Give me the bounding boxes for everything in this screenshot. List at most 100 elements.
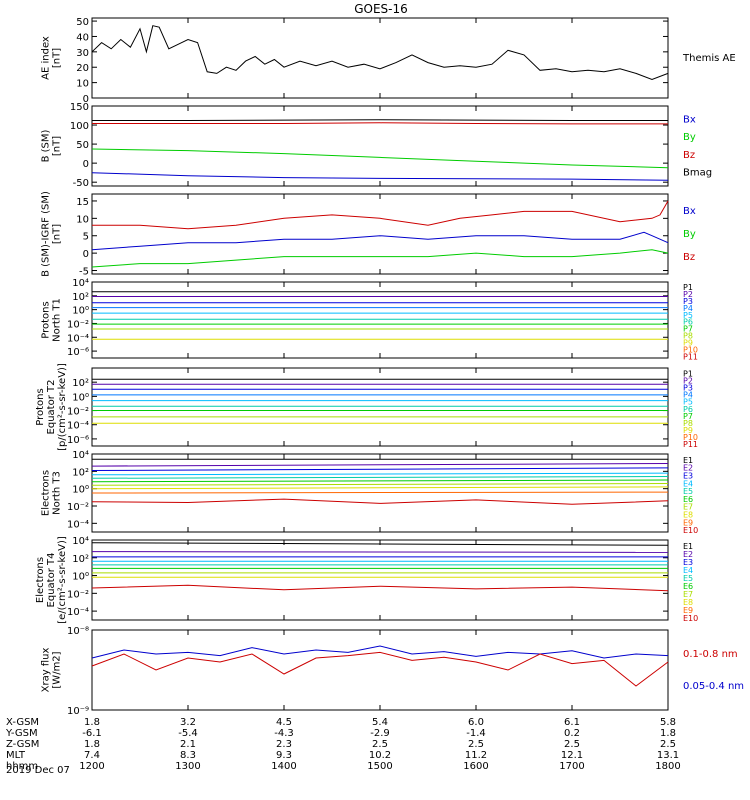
y-tick-label: 10⁻⁴: [67, 519, 89, 530]
series-line: [91, 479, 669, 483]
legend-label: P7: [683, 325, 693, 334]
y-tick-label: 10⁻²: [67, 502, 89, 513]
y-axis-label: AE index: [41, 36, 52, 80]
ephemeris-value: 2.1: [180, 739, 196, 750]
panel-2: -50 0 50 100 150 B (SM) [nT] Bx By Bz Bmag: [41, 102, 713, 189]
y-axis-label: [nT]: [52, 136, 63, 156]
y-axis-label: Equator T4: [46, 553, 57, 608]
legend-label: E1: [683, 456, 693, 465]
y-tick-label: 5: [83, 232, 89, 243]
legend-label: P1: [683, 283, 693, 292]
legend-label: E8: [683, 510, 693, 519]
legend-label: E7: [683, 590, 693, 599]
legend-label: E10: [683, 526, 698, 535]
series-line: [91, 645, 669, 659]
legend-label: E3: [683, 558, 693, 567]
x-tick-label: 1600: [463, 761, 488, 772]
panel-6: 10⁻⁴ 10⁻² 10⁰ 10² 10⁴ Electrons North T3 E1E2E3…: [41, 450, 699, 535]
legend-label: P6: [683, 405, 693, 414]
panel-4: 10⁻⁶ 10⁻⁴ 10⁻² 10⁰ 10² 10⁴ Protons North T1 P1P2…: [41, 278, 699, 361]
series-line: [91, 231, 669, 251]
legend-label: P2: [683, 376, 693, 385]
y-tick-label: 10²: [72, 467, 89, 478]
y-tick-label: 10⁰: [72, 485, 89, 496]
x-tick-label: 1200: [79, 761, 104, 772]
y-tick-label: 15: [76, 197, 89, 208]
y-axis-label: [p/(cm²-s-sr-keV)]: [57, 363, 68, 451]
y-tick-label: -5: [79, 267, 89, 278]
panel-8: 10⁻⁹ 10⁻⁸ Xray flux [W/m2] 0.1-0.8 nm 0.05-0.…: [41, 626, 745, 717]
legend-label: E9: [683, 606, 693, 615]
legend-label: E4: [683, 566, 693, 575]
y-tick-label: 100: [70, 121, 89, 132]
legend-label: 0.1-0.8 nm: [683, 649, 738, 660]
series-line: [91, 483, 669, 486]
ephemeris-value: 4.5: [276, 717, 292, 728]
ephemeris-row-label: MLT: [6, 750, 26, 761]
legend-label: 0.05-0.4 nm: [683, 681, 744, 692]
panel-frame: [91, 17, 669, 99]
y-axis-label: [nT]: [52, 48, 63, 68]
legend-label: E7: [683, 503, 693, 512]
y-axis-label: [e/(cm²-s-sr-keV)]: [57, 536, 68, 624]
panel-frame: [91, 193, 669, 275]
y-tick-label: 50: [76, 17, 89, 28]
legend-label: By: [683, 229, 696, 240]
legend-label: P6: [683, 318, 693, 327]
y-axis-label: Xray flux: [41, 648, 52, 693]
y-tick-label: 150: [70, 102, 89, 113]
y-tick-label: 10⁰: [72, 392, 89, 403]
series-line: [92, 122, 668, 125]
y-tick-label: 20: [76, 63, 89, 74]
ephemeris-value: -5.4: [178, 728, 198, 739]
y-tick-label: 10⁻⁶: [67, 435, 89, 446]
series-line: [91, 25, 669, 81]
y-axis-label: Protons: [35, 388, 46, 425]
ephemeris-value: 5.4: [372, 717, 388, 728]
ephemeris-value: 3.2: [180, 717, 196, 728]
x-tick-label: 1500: [367, 761, 392, 772]
y-tick-label: 10⁻⁴: [67, 333, 89, 344]
panel-5: 10⁻⁶ 10⁻⁴ 10⁻² 10⁰ 10² Protons Equator T2 [p/(c…: [35, 363, 698, 451]
legend-label: E6: [683, 582, 693, 591]
legend-label: P9: [683, 426, 693, 435]
y-tick-label: 40: [76, 32, 89, 43]
panel-frame: [91, 281, 669, 359]
ephemeris-value: 6.0: [468, 717, 484, 728]
series-line: [92, 200, 669, 230]
legend-label: E6: [683, 495, 693, 504]
legend-label: Bx: [683, 114, 696, 125]
panel-frame: [91, 629, 669, 711]
date-label: 2019 Dec 07: [6, 765, 70, 776]
ephemeris-row-label: Z-GSM: [6, 739, 39, 750]
x-tick-label: 1400: [271, 761, 296, 772]
series-line: [91, 463, 669, 467]
series-line: [91, 584, 669, 592]
legend-label: P10: [683, 345, 698, 354]
y-tick-label: 10: [76, 214, 89, 225]
series-line: [91, 498, 669, 505]
y-axis-label: B (SM)-IGRF (SM): [41, 191, 52, 277]
y-tick-label: 30: [76, 48, 89, 59]
y-tick-label: 0: [83, 94, 89, 105]
legend-label: E1: [683, 542, 693, 551]
y-tick-label: 10⁰: [72, 572, 89, 583]
y-tick-label: 10⁴: [72, 450, 89, 461]
ephemeris-value: 12.1: [561, 750, 583, 761]
legend-label: P8: [683, 332, 693, 341]
ephemeris-value: -1.4: [466, 728, 486, 739]
ephemeris-value: 2.5: [372, 739, 388, 750]
y-tick-label: 10⁻²: [67, 407, 89, 418]
legend-label: E5: [683, 574, 693, 583]
legend-label: P4: [683, 304, 693, 313]
legend-label: E5: [683, 487, 693, 496]
x-tick-label: 1300: [175, 761, 200, 772]
ephemeris-row-label: hhmm: [6, 761, 38, 772]
ephemeris-value: -6.1: [82, 728, 102, 739]
legend-label: P5: [683, 398, 693, 407]
y-axis-label: North T3: [52, 471, 63, 515]
ephemeris-value: -2.9: [370, 728, 390, 739]
x-tick-label: 1700: [559, 761, 584, 772]
y-axis-label: North T1: [52, 298, 63, 342]
